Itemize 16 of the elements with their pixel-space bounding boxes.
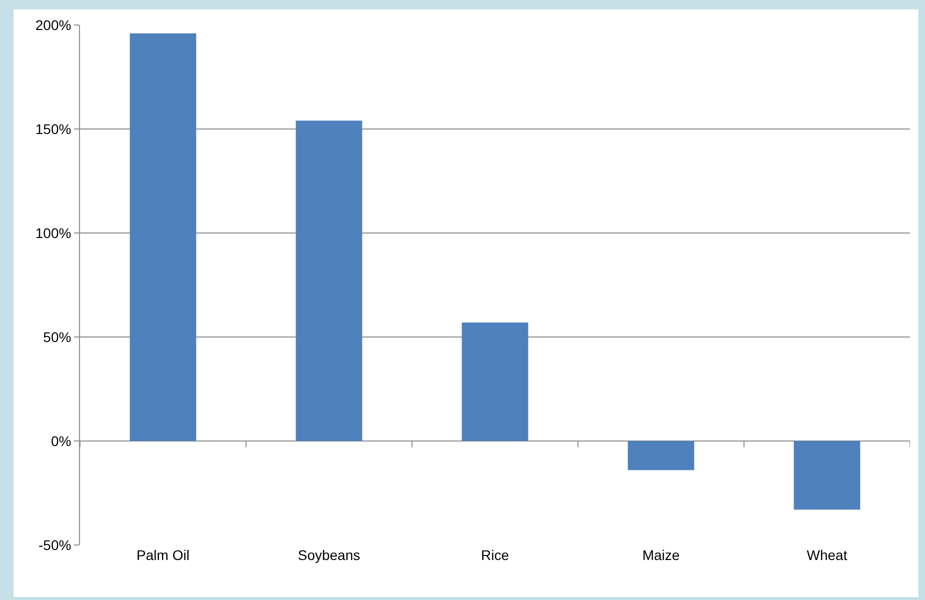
bar [628, 441, 694, 470]
x-tick-label: Soybeans [298, 547, 360, 563]
y-tick-label: -50% [38, 536, 72, 553]
x-tick-label: Palm Oil [136, 547, 190, 563]
y-tick-label: 100% [35, 224, 72, 241]
x-tick-label: Rice [480, 547, 510, 563]
y-tick-label: 150% [35, 120, 72, 137]
x-tick-label: Wheat [806, 547, 848, 563]
y-tick-label: 200% [35, 16, 72, 33]
bar [462, 322, 528, 441]
x-tick-label: Maize [642, 547, 680, 563]
y-tick-label: 50% [43, 328, 72, 345]
bar [794, 441, 860, 510]
y-tick-label: 0% [50, 432, 72, 449]
bar [296, 120, 362, 441]
bar [130, 33, 196, 441]
